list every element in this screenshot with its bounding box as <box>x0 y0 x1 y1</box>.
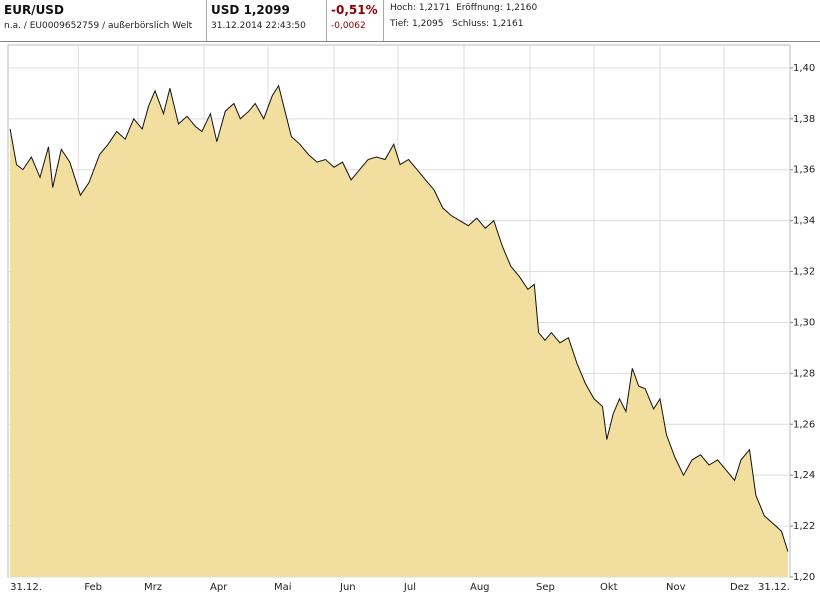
x-tick-label: Aug <box>470 582 490 593</box>
open: 1,2160 <box>505 3 538 13</box>
y-tick-label: 1,22 <box>793 521 815 532</box>
change-box: -0,51% -0,0062 <box>327 0 384 41</box>
timestamp: 31.12.2014 22:43:50 <box>211 21 306 31</box>
y-tick-label: 1,36 <box>793 165 815 176</box>
y-tick-label: 1,34 <box>793 216 815 227</box>
price-box: USD 1,2099 31.12.2014 22:43:50 <box>207 0 327 41</box>
y-tick-label: 1,30 <box>793 317 815 328</box>
high: 1,2171 <box>418 3 451 13</box>
area <box>10 85 788 577</box>
line <box>9 84 789 552</box>
y-tick-label: 1,20 <box>793 572 815 583</box>
change-abs: -0,0062 <box>331 21 366 31</box>
x-tick-label: Mai <box>274 582 292 593</box>
symbol: EUR/USD <box>4 3 64 17</box>
x-tick-label: Mrz <box>144 582 162 593</box>
x-tick-label: Jun <box>339 582 356 593</box>
low: 1,2095 <box>412 19 444 29</box>
x-tick-label: 31.12. <box>10 582 42 593</box>
x-tick-label: 31.12. <box>758 582 790 593</box>
open-label: Eröffnung: <box>456 3 503 13</box>
price: USD 1,2099 <box>211 3 290 17</box>
stats-row: Hoch: 1,2171 Eröffnung: 1,2160 <box>390 3 816 19</box>
stats-box: Hoch: 1,2171 Eröffnung: 1,2160 Tief: 1,2… <box>384 0 820 41</box>
quote-header: EUR/USD n.a. / EU0009652759 / außerbörsl… <box>0 0 820 42</box>
x-tick-label: Jul <box>403 582 416 593</box>
y-tick-label: 1,24 <box>793 470 815 481</box>
subline: n.a. / EU0009652759 / außerbörslich Welt <box>4 21 193 31</box>
x-tick-label: Feb <box>84 582 102 593</box>
change-pct: -0,51% <box>331 3 378 17</box>
y-tick-label: 1,40 <box>793 63 815 74</box>
low-label: Tief: <box>390 19 410 29</box>
y-tick-label: 1,38 <box>793 114 815 125</box>
x-tick-label: Sep <box>536 582 555 593</box>
x-tick-label: Okt <box>600 582 618 593</box>
x-tick-label: Dez <box>730 582 749 593</box>
chart: 1,20 1,22 1,24 1,26 1,28 1,30 1,32 1,34 1,36 1,38… <box>7 44 815 593</box>
close: 1,2161 <box>491 19 524 29</box>
stats-row: Tief: 1,2095 Schluss: 1,2161 <box>390 19 816 35</box>
y-tick-label: 1,26 <box>793 419 815 430</box>
x-tick-label: Nov <box>666 582 686 593</box>
x-tick-label: Apr <box>210 582 228 593</box>
y-tick-label: 1,32 <box>793 267 815 278</box>
high-label: Hoch: <box>390 3 416 13</box>
y-tick-label: 1,28 <box>793 368 815 379</box>
symbol-box: EUR/USD n.a. / EU0009652759 / außerbörsl… <box>0 0 207 41</box>
close-label: Schluss: <box>452 19 490 29</box>
